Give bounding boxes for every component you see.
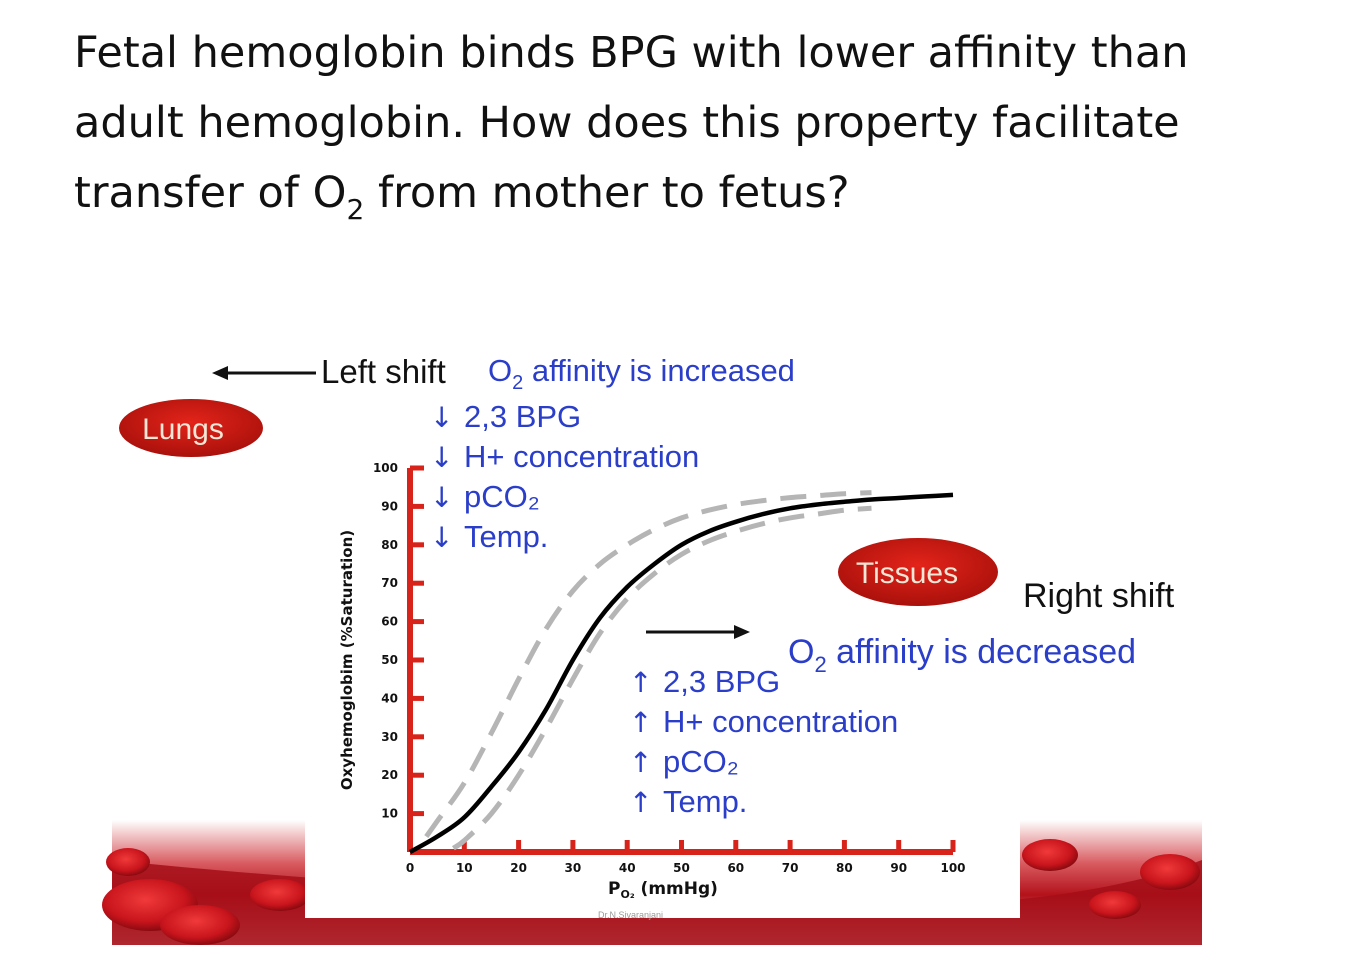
left-shift-factors: ↓ 2,3 BPG ↓ H+ concentration ↓ pCO₂ ↓ Temp. xyxy=(430,399,699,554)
left-shift-affinity: O2 affinity is increased xyxy=(488,353,795,394)
y-tick-label: 30 xyxy=(381,730,398,744)
curve-solid-black xyxy=(408,492,954,854)
left_shift-factor-label: 2,3 BPG xyxy=(464,399,581,434)
right-affinity-sub: 2 xyxy=(814,652,826,677)
left-affinity-o: O xyxy=(488,353,512,388)
x-axis-label-p: P xyxy=(608,879,620,899)
left_shift-factor-arrow-icon: ↓ xyxy=(430,481,453,514)
tissues-badge: Tissues xyxy=(838,538,998,606)
lungs-badge: Lungs xyxy=(119,399,263,457)
tissues-badge-label: Tissues xyxy=(856,557,958,590)
y-tick-label: 70 xyxy=(381,576,398,590)
left-arrowhead-icon xyxy=(212,366,228,380)
right_shift-factor-label: Temp. xyxy=(663,784,747,819)
right_shift-factor-arrow-icon: ↑ xyxy=(629,706,652,739)
right-arrowhead-icon xyxy=(734,625,750,639)
lungs-badge-label: Lungs xyxy=(142,413,224,446)
dissociation-chart: 10 20 30 40 50 60 70 80 90 100 0 10 20 30 40 50 60 70 80 90… xyxy=(338,461,966,901)
left-shift-label: Left shift xyxy=(321,353,446,390)
x-tick-label: 100 xyxy=(940,861,965,875)
question-line-3-start: transfer of O xyxy=(74,168,347,218)
right-shift-affinity: O2 affinity is decreased xyxy=(788,633,1136,677)
left_shift-factor-label: Temp. xyxy=(464,519,548,554)
left_shift-factor-arrow-icon: ↓ xyxy=(430,401,453,434)
right_shift-factor-arrow-icon: ↑ xyxy=(629,746,652,779)
y-axis-label: Oxyhemoglobim (%Saturation) xyxy=(338,530,356,790)
question-line-3: transfer of O2 from mother to fetus? xyxy=(74,158,1314,228)
x-axis-label: PO₂ (mmHg) xyxy=(608,879,718,901)
x-axis-label-sub: O₂ xyxy=(620,888,634,901)
question-text: Fetal hemoglobin binds BPG with lower af… xyxy=(74,18,1314,228)
y-tick-label: 80 xyxy=(381,538,398,552)
right_shift-factor-label: H+ concentration xyxy=(663,704,898,739)
x-tick-label: 60 xyxy=(727,861,744,875)
question-o2-subscript: 2 xyxy=(346,193,365,226)
right-affinity-o: O xyxy=(788,633,814,671)
left_shift-factor-arrow-icon: ↓ xyxy=(430,441,453,474)
y-tick-label: 60 xyxy=(381,615,398,629)
y-tick-label: 100 xyxy=(373,461,398,475)
chart-panel xyxy=(305,440,1020,918)
right-shift-label: Right shift xyxy=(1023,577,1175,615)
x-tick-label: 0 xyxy=(406,861,414,875)
curve-dashed-gray-left xyxy=(424,490,872,839)
right_shift-factor-arrow-icon: ↑ xyxy=(629,666,652,699)
right-affinity-rest: affinity is decreased xyxy=(827,633,1136,671)
right_shift-factor-arrow-icon: ↑ xyxy=(629,786,652,819)
y-tick-label: 20 xyxy=(381,768,398,782)
right_shift-factor-label: 2,3 BPG xyxy=(663,664,780,699)
x-tick-label: 90 xyxy=(890,861,907,875)
curve-dashed-gray-right xyxy=(451,505,872,851)
question-line-3-end: from mother to fetus? xyxy=(364,168,850,218)
x-tick-label: 10 xyxy=(456,861,473,875)
left_shift-factor-arrow-icon: ↓ xyxy=(430,521,453,554)
x-tick-label: 30 xyxy=(565,861,582,875)
right-shift-factors: ↑ 2,3 BPG ↑ H+ concentration ↑ pCO₂ ↑ Temp. xyxy=(629,664,898,819)
left-affinity-rest: affinity is increased xyxy=(523,353,795,388)
y-tick-label: 40 xyxy=(381,691,398,705)
x-tick-label: 70 xyxy=(782,861,799,875)
question-line-1: Fetal hemoglobin binds BPG with lower af… xyxy=(74,28,1189,78)
y-tick-label: 90 xyxy=(381,499,398,513)
x-tick-label: 50 xyxy=(673,861,690,875)
question-line-2: adult hemoglobin. How does this property… xyxy=(74,98,1180,148)
right_shift-factor-label: pCO₂ xyxy=(663,744,739,779)
left_shift-factor-label: H+ concentration xyxy=(464,439,699,474)
watermark: Dr.N.Sivaranjani xyxy=(598,910,663,920)
left-affinity-sub: 2 xyxy=(512,372,523,394)
y-tick-label: 50 xyxy=(381,653,398,667)
x-tick-label: 40 xyxy=(619,861,636,875)
x-tick-label: 20 xyxy=(510,861,527,875)
right-shift-annotation: Right shift O2 affinity is decreased ↑ 2,… xyxy=(629,577,1175,819)
left-shift-annotation: Left shift O2 affinity is increased ↓ 2,3… xyxy=(212,353,795,554)
x-axis-label-unit: (mmHg) xyxy=(635,879,718,899)
y-tick-label: 10 xyxy=(381,807,398,821)
x-tick-label: 80 xyxy=(836,861,853,875)
left_shift-factor-label: pCO₂ xyxy=(464,479,540,514)
